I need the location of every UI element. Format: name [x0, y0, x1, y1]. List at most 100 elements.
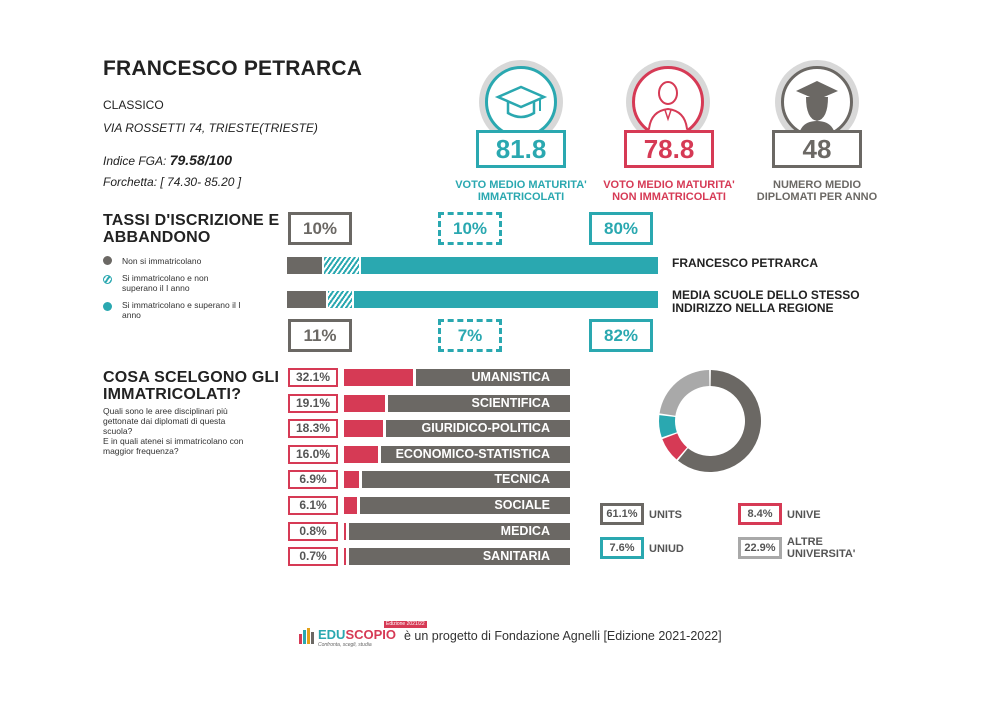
area-share-bar: [344, 497, 358, 514]
fga-label: Indice FGA:: [103, 154, 167, 168]
uni-name: ALTRE UNIVERSITA': [787, 536, 855, 560]
universities-donut-chart: [659, 370, 761, 472]
range-value: [ 74.30- 85.20 ]: [160, 175, 242, 189]
areas-list: 32.1% UMANISTICA 19.1% SCIENTIFICA 18.3% GIUR…: [288, 368, 578, 568]
person-icon: [632, 66, 704, 138]
area-name-bar: GIURIDICO-POLITICA: [386, 420, 570, 438]
bar-segment-pass: [361, 257, 658, 274]
legend-line: Non si immatricolano: [122, 256, 202, 266]
uni-name: UNIVE: [787, 509, 821, 521]
desc-line: Quali sono le aree disciplinari più: [103, 406, 228, 416]
area-name-bar: SANITARIA: [348, 548, 570, 566]
legend-line: superano il I anno: [122, 283, 190, 293]
area-row: 18.3% GIURIDICO-POLITICA: [288, 419, 570, 439]
stat-value-box: 78.8: [624, 130, 714, 168]
area-pct-box: 0.7%: [288, 547, 338, 567]
desc-line: scuola?: [103, 426, 133, 436]
stat-label: VOTO MEDIO MATURITA' IMMATRICOLATI: [436, 179, 606, 203]
logo-tagline: Confronta, scegli, studia: [318, 642, 372, 648]
desc-line: maggior frequenza?: [103, 446, 179, 456]
uni-name: UNIUD: [649, 543, 684, 555]
uni-name: UNITS: [649, 509, 682, 521]
area-name-bar: SOCIALE: [360, 497, 570, 514]
uni-name-line: ALTRE: [787, 536, 823, 548]
area-row: 6.9% TECNICA: [288, 470, 570, 490]
stat-label-line: IMMATRICOLATI: [477, 191, 565, 203]
label-line: MEDIA SCUOLE DELLO STESSO: [672, 288, 860, 302]
stat-value-box: 48: [772, 130, 862, 168]
school-pct-dropout: 10%: [438, 212, 502, 245]
area-share-bar: [344, 369, 413, 386]
school-stacked-bar: [287, 257, 658, 274]
area-name-bar: SCIENTIFICA: [388, 394, 570, 412]
stat-label: NUMERO MEDIO DIPLOMATI PER ANNO: [732, 179, 902, 203]
area-pct-box: 18.3%: [288, 419, 338, 439]
stat-label-line: NUMERO MEDIO: [773, 179, 861, 191]
region-pct-pass: 82%: [589, 319, 653, 352]
area-row: 0.8% MEDICA: [288, 521, 570, 542]
uni-pct-box: 8.4%: [738, 503, 782, 525]
desc-line: E in quali atenei si immatricolano con: [103, 436, 244, 446]
stat-label-line: VOTO MEDIO MATURITA': [455, 179, 587, 191]
graduation-cap-icon: [485, 66, 557, 138]
title-line: IMMATRICOLATI?: [103, 386, 242, 403]
choices-description: Quali sono le aree disciplinari più gett…: [103, 406, 243, 456]
label-line: INDIRIZZO NELLA REGIONE: [672, 301, 834, 315]
region-bar-label: MEDIA SCUOLE DELLO STESSO INDIRIZZO NELLA…: [672, 289, 860, 315]
area-pct-box: 6.1%: [288, 496, 338, 515]
logo-edu: EDU: [318, 627, 346, 642]
bar-segment-not-enrolled: [287, 291, 326, 308]
area-share-bar: [344, 394, 386, 412]
school-bar-label: FRANCESCO PETRARCA: [672, 256, 819, 270]
area-share-bar: [344, 522, 346, 540]
bar-segment-not-enrolled: [287, 257, 323, 274]
legend-item: Si immatricolano e non superano il I anno: [122, 273, 208, 293]
stat-label-line: NON IMMATRICOLATI: [612, 191, 726, 203]
fga-value: 79.58/100: [169, 152, 232, 168]
stat-label: VOTO MEDIO MATURITA' NON IMMATRICOLATI: [584, 179, 754, 203]
fga-range: Forchetta: [ 74.30- 85.20 ]: [103, 175, 241, 189]
area-row: 0.7% SANITARIA: [288, 547, 570, 567]
uni-name-line: UNIVERSITA': [787, 548, 856, 560]
region-pct-not-enrolled: 11%: [288, 319, 352, 352]
title-line: COSA SCELGONO GLI: [103, 369, 280, 386]
legend-line: Si immatricolano e non: [122, 273, 209, 283]
legend-line: Si immatricolano e superano il I: [122, 300, 241, 310]
legend-dot: [103, 256, 112, 265]
enrollment-title: TASSI D'ISCRIZIONE E ABBANDONO: [103, 212, 279, 246]
legend-dot-hatched: [103, 275, 112, 284]
eduscopio-logo: Edizione 2021/22 EDUSCOPIO Confronta, sc…: [299, 621, 427, 650]
area-pct-box: 16.0%: [288, 444, 338, 464]
fga-index: Indice FGA: 79.58/100: [103, 152, 232, 168]
donut-slice-uniud: [659, 415, 677, 438]
area-name-bar: UMANISTICA: [416, 369, 570, 386]
legend-line: anno: [122, 310, 141, 320]
uni-pct-box: 61.1%: [600, 503, 644, 525]
area-row: 6.1% SOCIALE: [288, 496, 570, 516]
area-row: 16.0% ECONOMICO-STATISTICA: [288, 444, 570, 465]
area-name-bar: ECONOMICO-STATISTICA: [381, 445, 570, 463]
school-pct-pass: 80%: [589, 212, 653, 245]
area-share-bar: [344, 471, 359, 489]
logo-scopio: SCOPIO: [345, 627, 397, 642]
area-row: 32.1% UMANISTICA: [288, 368, 570, 388]
uni-pct-box: 22.9%: [738, 537, 782, 559]
school-pct-not-enrolled: 10%: [288, 212, 352, 245]
donut-slice-altre: [659, 370, 710, 416]
footer-text: è un progetto di Fondazione Agnelli [Edi…: [404, 629, 722, 643]
area-name-bar: TECNICA: [361, 471, 570, 489]
area-pct-box: 0.8%: [288, 521, 338, 541]
title-line: ABBANDONO: [103, 229, 211, 246]
area-share-bar: [344, 445, 379, 463]
bar-segment-dropout: [327, 291, 352, 308]
school-type: CLASSICO: [103, 98, 164, 112]
area-share-bar: [344, 420, 384, 438]
school-address: VIA ROSSETTI 74, TRIESTE(TRIESTE): [103, 121, 318, 135]
donut-slice-unive: [662, 433, 688, 460]
area-pct-box: 6.9%: [288, 470, 338, 490]
stat-label-line: DIPLOMATI PER ANNO: [756, 191, 878, 203]
stat-label-line: VOTO MEDIO MATURITA': [603, 179, 735, 191]
area-pct-box: 19.1%: [288, 393, 338, 413]
region-stacked-bar: [287, 291, 658, 308]
area-row: 19.1% SCIENTIFICA: [288, 393, 570, 414]
